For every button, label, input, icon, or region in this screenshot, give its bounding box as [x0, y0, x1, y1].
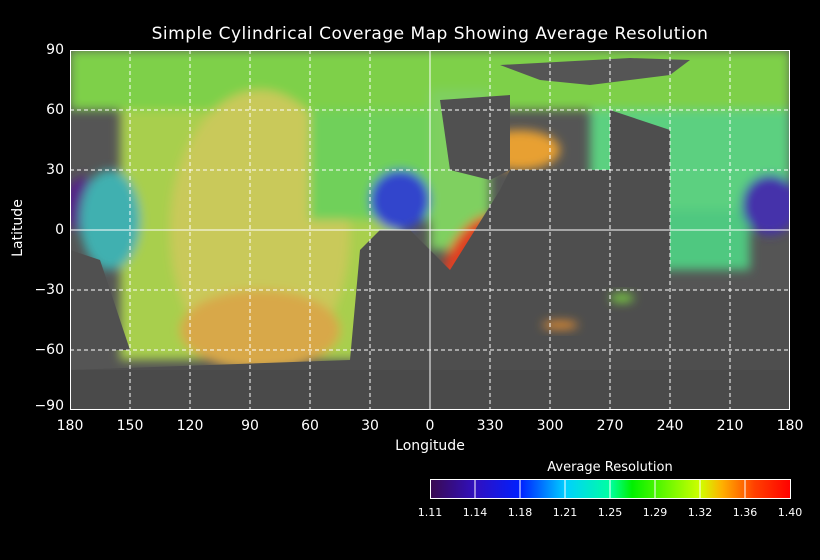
colorbar-tick: 1.21 [552, 506, 578, 519]
colorbar-tick: 1.32 [687, 506, 713, 519]
x-tick: 0 [425, 418, 435, 434]
x-tick: 180 [56, 418, 84, 434]
x-tick: 180 [776, 418, 804, 434]
plot-frame [70, 50, 790, 410]
y-tick: −90 [34, 398, 64, 414]
y-tick: 30 [46, 162, 64, 178]
chart-title: Simple Cylindrical Coverage Map Showing … [151, 24, 709, 44]
x-tick: 210 [716, 418, 744, 434]
x-tick: 330 [476, 418, 504, 434]
coverage-map [70, 50, 790, 410]
colorbar-tick: 1.40 [777, 506, 803, 519]
colorbar-tick: 1.11 [417, 506, 443, 519]
x-tick: 120 [176, 418, 204, 434]
colorbar-tick: 1.18 [507, 506, 533, 519]
colorbar-tick: 1.36 [732, 506, 758, 519]
colorbar-tick: 1.29 [642, 506, 668, 519]
colorbar-tick: 1.25 [597, 506, 623, 519]
y-axis-label: Latitude [10, 199, 26, 257]
x-axis-label: Longitude [395, 438, 465, 454]
x-tick: 150 [116, 418, 144, 434]
x-tick: 270 [596, 418, 624, 434]
x-tick: 60 [301, 418, 319, 434]
colorbar-title: Average Resolution [547, 460, 673, 475]
colorbar [430, 479, 791, 499]
x-tick: 90 [241, 418, 259, 434]
x-tick: 300 [536, 418, 564, 434]
y-tick: 60 [46, 102, 64, 118]
y-tick: −30 [34, 282, 64, 298]
y-tick: 90 [46, 42, 64, 58]
x-tick: 240 [656, 418, 684, 434]
colorbar-tick: 1.14 [462, 506, 488, 519]
y-tick: −60 [34, 342, 64, 358]
x-tick: 30 [361, 418, 379, 434]
y-tick: 0 [55, 222, 64, 238]
